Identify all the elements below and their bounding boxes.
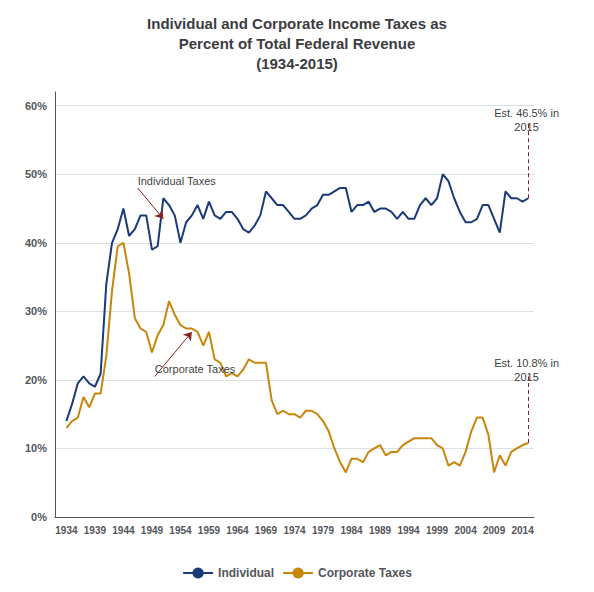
svg-text:30%: 30%: [25, 305, 47, 317]
svg-text:1949: 1949: [141, 525, 164, 536]
svg-text:Percent of Total Federal Reven: Percent of Total Federal Revenue: [179, 35, 415, 52]
svg-text:Corporate Taxes: Corporate Taxes: [155, 363, 236, 375]
svg-text:2009: 2009: [483, 525, 506, 536]
svg-text:1984: 1984: [340, 525, 363, 536]
svg-text:1974: 1974: [283, 525, 306, 536]
svg-text:40%: 40%: [25, 237, 47, 249]
svg-text:2014: 2014: [511, 525, 534, 536]
svg-text:Corporate Taxes: Corporate Taxes: [318, 566, 412, 580]
svg-text:Individual Taxes: Individual Taxes: [138, 175, 217, 187]
svg-text:Est. 46.5% in: Est. 46.5% in: [494, 107, 559, 119]
svg-text:1939: 1939: [84, 525, 107, 536]
svg-text:1964: 1964: [226, 525, 249, 536]
svg-text:20%: 20%: [25, 374, 47, 386]
svg-text:0%: 0%: [31, 511, 47, 523]
svg-text:1954: 1954: [169, 525, 192, 536]
svg-text:Est. 10.8% in: Est. 10.8% in: [494, 357, 559, 369]
svg-text:10%: 10%: [25, 442, 47, 454]
svg-text:1959: 1959: [198, 525, 221, 536]
svg-text:1944: 1944: [112, 525, 135, 536]
svg-text:1934: 1934: [55, 525, 78, 536]
svg-text:2004: 2004: [454, 525, 477, 536]
svg-text:1969: 1969: [255, 525, 278, 536]
svg-text:1994: 1994: [397, 525, 420, 536]
svg-text:(1934-2015): (1934-2015): [256, 55, 338, 72]
svg-text:Individual: Individual: [218, 566, 274, 580]
svg-text:1979: 1979: [312, 525, 335, 536]
svg-text:1999: 1999: [426, 525, 449, 536]
svg-text:2015: 2015: [514, 371, 538, 383]
svg-text:60%: 60%: [25, 100, 47, 112]
svg-text:2015: 2015: [514, 121, 538, 133]
svg-text:1989: 1989: [369, 525, 392, 536]
svg-text:50%: 50%: [25, 168, 47, 180]
svg-text:Individual and Corporate Incom: Individual and Corporate Income Taxes as: [147, 15, 447, 32]
